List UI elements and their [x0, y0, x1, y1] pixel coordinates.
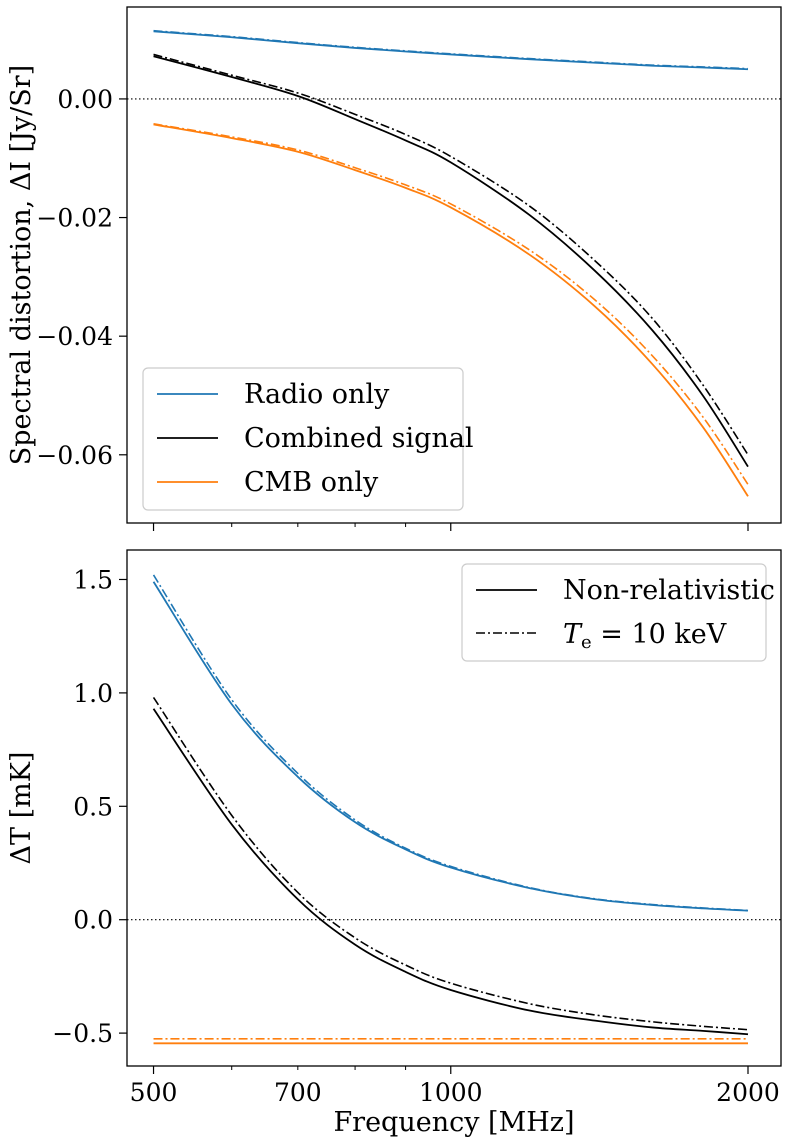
- top-plot-frame: [126, 6, 782, 524]
- bottom-y-tick-label: 1.0: [73, 679, 113, 708]
- top-legend: Radio only Combined signal CMB only: [142, 367, 474, 511]
- legend-cmb-label: CMB only: [244, 467, 379, 498]
- legend-radio-label: Radio only: [244, 379, 390, 410]
- bottom-series-1: [152, 574, 749, 912]
- x-axis-label: Frequency [MHz]: [333, 1107, 574, 1138]
- legend-combined-label: Combined signal: [244, 423, 474, 454]
- bottom-x-tick-label: 500: [130, 1078, 178, 1107]
- bottom-x-tick-label: 700: [274, 1078, 322, 1107]
- top-y-tick-label: −0.06: [36, 441, 113, 470]
- top-y-tick-label: −0.04: [36, 322, 113, 351]
- top-series-4: [153, 123, 749, 497]
- top-series-group: [127, 29, 781, 497]
- bottom-y-tick-label: 0.5: [73, 792, 113, 821]
- top-legend-box: [142, 367, 464, 511]
- top-series-1: [153, 29, 749, 70]
- spectral-distortion-panel: 0.00 −0.02 −0.04 −0.06 Spectral distortion,…: [6, 6, 782, 531]
- top-axes: 0.00 −0.02 −0.04 −0.06: [36, 85, 749, 531]
- bottom-y-tick-label: 1.5: [73, 565, 113, 594]
- legend-nonrel-label: Non-relativistic: [563, 575, 775, 606]
- top-y-axis-label: Spectral distortion, ΔI [Jy/Sr]: [6, 65, 37, 465]
- top-series-5: [153, 123, 749, 485]
- top-y-tick-label: 0.00: [57, 85, 113, 114]
- bottom-x-tick-label: 1000: [419, 1078, 483, 1107]
- bottom-y-tick-label: −0.5: [52, 1019, 113, 1048]
- bottom-x-tick-label: 2000: [716, 1078, 780, 1107]
- bottom-legend: Non-relativistic Te = 10 keV: [461, 563, 775, 662]
- bottom-series-group: [127, 574, 781, 1045]
- top-series-2: [153, 55, 749, 468]
- bottom-axes: 1.5 1.0 0.5 0.0 −0.5 500 700 1000 2000: [52, 565, 780, 1107]
- bottom-legend-box: [461, 563, 767, 662]
- bottom-plot-frame: [126, 549, 782, 1067]
- top-y-tick-label: −0.02: [36, 204, 113, 233]
- temperature-panel: 1.5 1.0 0.5 0.0 −0.5 500 700 1000 2000 ΔT [mK] F…: [6, 549, 782, 1138]
- bottom-series-2: [152, 708, 749, 1036]
- bottom-y-tick-label: 0.0: [73, 906, 113, 935]
- bottom-y-axis-label: ΔT [mK]: [6, 752, 37, 865]
- legend-relativistic-label: Te = 10 keV: [563, 619, 727, 653]
- bottom-series-3: [152, 696, 749, 1031]
- top-series-3: [153, 53, 749, 456]
